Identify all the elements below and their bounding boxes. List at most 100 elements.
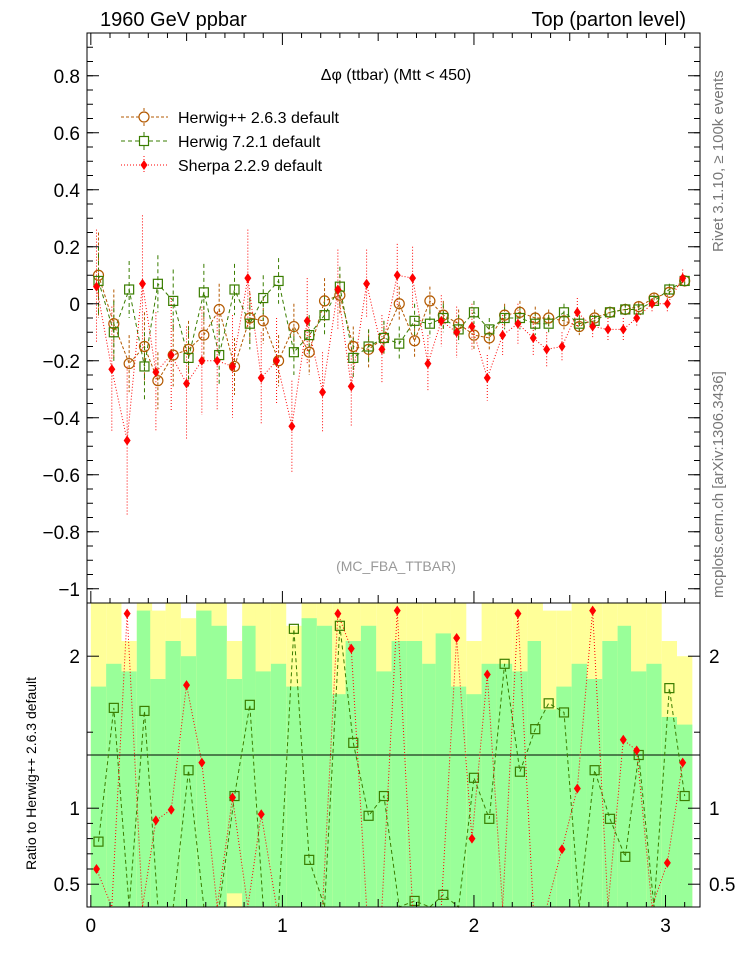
sherpa-point	[589, 321, 597, 332]
herwig7-point	[468, 307, 480, 318]
ratio-band-inner	[661, 717, 678, 907]
ratio-sherpa-point	[633, 745, 641, 756]
ratio-herwig7-point	[589, 765, 600, 776]
herwigpp-point	[152, 375, 164, 387]
ratio-y-axis-label: Ratio to Herwig++ 2.6.3 default	[23, 677, 39, 870]
ratio-herwig7-point	[484, 813, 495, 824]
x-tick-label: 0	[86, 916, 97, 937]
ratio-herwig7-point	[558, 707, 570, 718]
ratio-herwig7-point	[409, 895, 420, 907]
y-tick-label: −0.8	[42, 523, 80, 544]
x-tick-label: 1	[277, 916, 288, 937]
herwigpp-point	[558, 315, 570, 327]
sherpa-point	[378, 344, 386, 355]
herwigpp-point	[483, 332, 495, 344]
sherpa-point	[514, 318, 522, 329]
analysis-watermark: (MC_FBA_TTBAR)	[336, 558, 456, 574]
herwig7-point	[499, 312, 510, 324]
ratio-sherpa-point	[663, 857, 671, 868]
ratio-band-inner	[270, 663, 287, 907]
ratio-sherpa-point	[198, 757, 206, 768]
sherpa-point	[499, 330, 507, 341]
herwig7-point	[108, 327, 119, 338]
sherpa-point	[319, 387, 327, 398]
herwigpp-point	[92, 269, 105, 281]
main-plot-title: Δφ (ttbar) (Mtt < 450)	[321, 67, 471, 84]
ratio-herwig7-point	[499, 658, 510, 669]
ratio-herwig7-point	[139, 705, 150, 717]
ratio-band-inner	[466, 694, 482, 907]
ratio-band-inner	[631, 671, 647, 907]
ratio-sherpa-point	[183, 680, 191, 691]
ratio-y-tick-label-right: 2	[709, 647, 720, 668]
ratio-sherpa-point	[257, 809, 265, 820]
sherpa-point	[437, 315, 445, 326]
ratio-band-inner	[255, 671, 271, 907]
ratio-band-inner	[646, 663, 662, 907]
herwigpp-point	[408, 335, 421, 347]
sherpa-point	[648, 298, 656, 309]
ratio-herwig7-point	[468, 772, 480, 783]
herwig7-point	[633, 304, 644, 315]
sherpa-point	[529, 332, 537, 343]
ratio-herwig7-point	[378, 790, 390, 802]
x-tick-label: 2	[469, 916, 480, 937]
sherpa-point	[409, 273, 417, 284]
herwig7-point	[168, 295, 179, 306]
ratio-herwig7-point	[304, 854, 315, 865]
herwigpp-point	[529, 312, 541, 324]
main-y-axis: 0.8 0.6 0.4 0.2 0 −0.2 −0.4 −0.6 −0.8 −1	[42, 33, 700, 603]
sherpa-point	[257, 372, 265, 383]
ratio-herwig7-point	[543, 698, 554, 709]
ratio-sherpa-point	[573, 783, 581, 794]
sherpa-point	[424, 358, 432, 369]
herwig7-point	[348, 352, 359, 363]
herwig7-point	[319, 310, 330, 321]
main-plot-panel: 0.8 0.6 0.4 0.2 0 −0.2 −0.4 −0.6 −0.8 −1 Δφ (ttba…	[42, 32, 701, 604]
ratio-band-inner	[196, 610, 212, 907]
ratio-band-inner	[527, 641, 543, 907]
sherpa-point	[619, 324, 627, 335]
y-tick-label: 0	[69, 295, 80, 316]
ratio-sherpa-point	[123, 608, 131, 619]
ratio-sherpa-point	[468, 833, 476, 844]
legend-square-marker	[138, 135, 150, 147]
x-tick-label: 3	[660, 916, 671, 937]
sherpa-point	[573, 307, 581, 318]
ratio-band-inner	[150, 679, 166, 907]
legend-circle-marker	[138, 111, 150, 123]
ratio-herwig7-point	[679, 790, 690, 802]
herwigpp-point	[543, 312, 555, 324]
ratio-band-inner	[512, 671, 528, 907]
herwig7-point	[288, 347, 299, 358]
sherpa-point	[663, 298, 671, 309]
herwig7-point	[543, 318, 554, 329]
ratio-band-inner	[376, 671, 392, 907]
herwigpp-point	[453, 318, 465, 330]
sherpa-point	[123, 435, 131, 446]
herwig7-point	[604, 307, 616, 318]
ratio-herwig7-point	[664, 683, 675, 694]
ratio-band-inner	[556, 686, 572, 907]
main-error-bars	[95, 215, 686, 515]
ratio-band-inner	[677, 724, 693, 907]
ratio-series-line	[97, 625, 686, 908]
ratio-band-inner	[332, 694, 348, 907]
sherpa-point	[213, 355, 221, 366]
ratio-band-inner	[422, 663, 438, 907]
sherpa-point	[244, 273, 252, 284]
ratio-sherpa-point	[393, 605, 401, 616]
legend-diamond-marker	[140, 160, 148, 170]
header-right-title: Top (parton level)	[531, 9, 686, 31]
y-tick-label: −0.4	[42, 409, 80, 430]
sherpa-point	[604, 324, 612, 335]
rivet-version-label: Rivet 3.1.10, ≥ 100k events	[710, 70, 727, 252]
y-tick-label: 0.6	[54, 124, 80, 145]
ratio-herwig7-point	[604, 813, 616, 824]
herwig7-point	[198, 287, 209, 298]
sherpa-point	[347, 381, 355, 392]
ratio-band-inner	[481, 663, 497, 907]
herwig7-point	[574, 318, 585, 329]
sherpa-point	[229, 361, 237, 372]
